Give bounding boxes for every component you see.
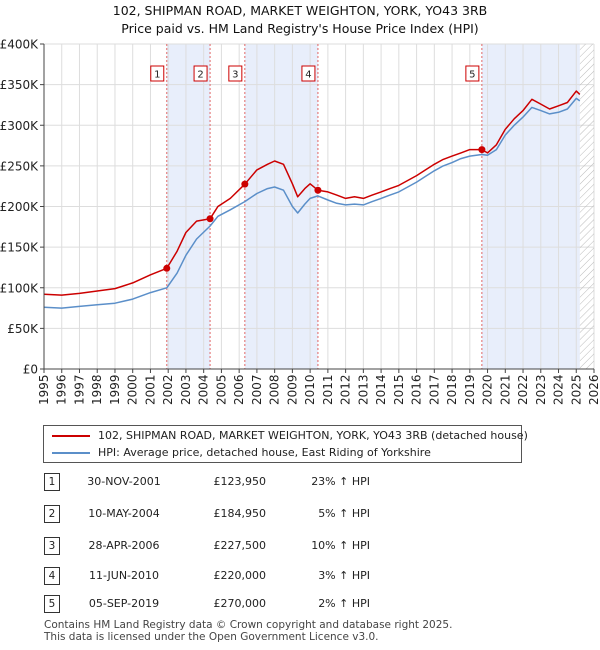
hpi-line [44,97,581,309]
sale-marker-label: 2 [197,70,203,81]
sale-number-badge: 2 [44,505,60,523]
legend-label-property: 102, SHIPMAN ROAD, MARKET WEIGHTON, YORK… [98,429,528,442]
x-tick-label: 2005 [214,374,228,405]
sale-number-badge: 4 [44,567,60,585]
x-tick-label: 1999 [108,374,122,405]
sale-point [241,180,249,188]
x-tick-label: 1996 [55,374,69,405]
sale-point [478,146,486,154]
sale-date: 30-NOV-2001 [87,475,161,488]
sale-point [206,215,214,223]
sale-hpi-change: 2% ↑ HPI [318,597,370,610]
sale-hpi-change: 10% ↑ HPI [311,539,370,552]
x-tick-label: 2003 [179,374,193,405]
legend-item-hpi: HPI: Average price, detached house, East… [52,445,431,461]
x-tick-label: 2024 [552,374,566,405]
x-tick-label: 2012 [339,374,353,405]
sale-marker-box [150,65,165,82]
sale-number-badge: 1 [44,473,60,491]
sale-row: 1 30-NOV-2001 £123,950 23% ↑ HPI [0,472,600,492]
y-tick-label: £50K [7,322,39,336]
x-tick-label: 2020 [481,374,495,405]
sale-number-badge: 5 [44,595,60,613]
sale-marker-box [465,65,480,82]
x-tick-label: 2025 [569,374,583,405]
property-price-line [44,90,581,296]
sale-date: 05-SEP-2019 [88,597,160,610]
sale-price: £227,500 [213,539,267,552]
x-tick-label: 2019 [463,374,477,405]
x-tick-label: 2011 [321,374,335,405]
sale-row: 3 28-APR-2006 £227,500 10% ↑ HPI [0,536,600,556]
legend-swatch-property [52,435,90,437]
sale-marker-label: 1 [154,70,160,81]
sale-marker-box [193,65,208,82]
x-tick-label: 2008 [268,374,282,405]
sale-date: 28-APR-2006 [88,539,160,552]
sale-marker-label: 3 [232,70,238,81]
x-tick-label: 2014 [374,374,388,405]
sale-price: £220,000 [213,569,267,582]
title-line-1: 102, SHIPMAN ROAD, MARKET WEIGHTON, YORK… [112,3,488,18]
sale-price: £270,000 [213,597,267,610]
x-tick-label: 2016 [410,374,424,405]
y-tick-label: £150K [0,241,39,255]
x-tick-label: 2001 [143,374,157,405]
x-tick-label: 2010 [303,374,317,405]
sale-price: £184,950 [213,507,267,520]
y-tick-label: £300K [0,119,39,133]
y-tick-label: £200K [0,200,39,214]
sale-hpi-change: 23% ↑ HPI [311,475,370,488]
forecast-hatch [579,44,594,369]
sale-marker-label: 4 [305,70,311,81]
y-tick-label: £350K [0,78,39,92]
legend-label-hpi: HPI: Average price, detached house, East… [98,446,431,459]
footer-attribution: Contains HM Land Registry data © Crown c… [44,619,452,643]
x-tick-label: 2000 [126,374,140,405]
sale-hpi-change: 5% ↑ HPI [318,507,370,520]
sale-row: 4 11-JUN-2010 £220,000 3% ↑ HPI [0,566,600,586]
chart-title: 102, SHIPMAN ROAD, MARKET WEIGHTON, YORK… [0,2,600,38]
legend-item-property: 102, SHIPMAN ROAD, MARKET WEIGHTON, YORK… [52,428,528,444]
sale-date: 11-JUN-2010 [88,569,160,582]
x-tick-label: 1997 [72,374,86,405]
sale-marker-label: 5 [469,70,475,81]
y-tick-label: £0 [23,363,38,377]
y-tick-label: £400K [0,38,39,52]
x-tick-label: 2021 [498,374,512,405]
sale-point [163,264,171,272]
y-tick-label: £250K [0,159,39,173]
x-tick-label: 1998 [90,374,104,405]
price-chart: 1 2 3 4 5 £0 £50K £100K £150K £200K £250K £300K £35… [0,38,600,406]
footer-line-2: This data is licensed under the Open Gov… [44,631,379,643]
y-tick-label: £100K [0,281,39,295]
sale-marker-box [301,65,316,82]
sale-row: 2 10-MAY-2004 £184,950 5% ↑ HPI [0,504,600,524]
x-tick-label: 2006 [232,374,246,405]
x-tick-label: 2023 [534,374,548,405]
x-tick-label: 2013 [356,374,370,405]
chart-legend: 102, SHIPMAN ROAD, MARKET WEIGHTON, YORK… [43,425,528,463]
x-tick-label: 2009 [285,374,299,405]
sale-hpi-change: 3% ↑ HPI [318,569,370,582]
sale-price: £123,950 [213,475,267,488]
footer-line-1: Contains HM Land Registry data © Crown c… [44,619,453,631]
sale-row: 5 05-SEP-2019 £270,000 2% ↑ HPI [0,594,600,614]
sale-date: 10-MAY-2004 [88,507,160,520]
x-tick-label: 2007 [250,374,264,405]
x-tick-label: 2004 [197,374,211,405]
legend-swatch-hpi [52,452,90,454]
sale-marker-box [228,65,243,82]
x-tick-label: 2018 [445,374,459,405]
x-tick-label: 2015 [392,374,406,405]
x-tick-label: 2002 [161,374,175,405]
title-line-2: Price paid vs. HM Land Registry's House … [121,21,479,36]
x-tick-label: 2017 [427,374,441,405]
x-tick-label: 2022 [516,374,530,405]
x-tick-label: 2026 [587,374,600,405]
x-tick-label: 1995 [37,374,51,405]
sale-number-badge: 3 [44,537,60,555]
sale-point [314,186,322,194]
